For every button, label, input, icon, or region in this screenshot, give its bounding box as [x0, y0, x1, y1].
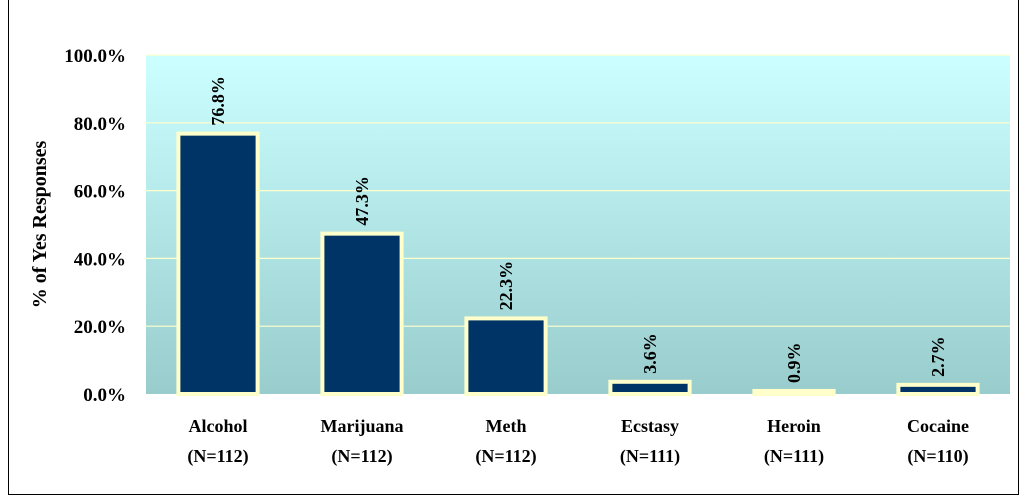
x-category-n: (N=112)	[331, 446, 392, 467]
y-axis-ticks: 0.0% 20.0% 40.0% 60.0% 80.0% 100.0%	[64, 46, 126, 406]
x-category-n: (N=112)	[475, 446, 536, 467]
x-axis-labels: Alcohol (N=112) Marijuana (N=112) Meth (N=112…	[187, 416, 969, 467]
x-category-label: Alcohol	[188, 416, 247, 436]
bars	[176, 131, 980, 397]
bar-meth	[464, 316, 548, 397]
x-category-n: (N=110)	[907, 446, 968, 467]
data-label: 3.6%	[640, 333, 660, 374]
x-category-label: Cocaine	[907, 416, 969, 436]
data-label: 0.9%	[784, 342, 804, 383]
y-tick-label: 80.0%	[74, 114, 126, 135]
y-tick-label: 40.0%	[74, 249, 126, 270]
x-category-label: Marijuana	[321, 416, 404, 436]
x-category-label: Ecstasy	[621, 416, 679, 436]
chart-frame	[8, 0, 1019, 495]
y-axis-label: % of Yes Responses	[29, 140, 51, 308]
data-label: 76.8%	[208, 76, 228, 126]
y-tick-label: 0.0%	[83, 385, 126, 406]
plot-area	[146, 55, 1010, 394]
x-category-label: Meth	[486, 416, 527, 436]
x-category-label: Heroin	[767, 416, 821, 436]
data-label: 47.3%	[352, 176, 372, 226]
y-tick-label: 60.0%	[74, 182, 126, 203]
bar-alcohol	[176, 131, 260, 396]
data-labels: 76.8% 47.3% 22.3% 3.6% 0.9% 2.7%	[208, 76, 948, 383]
data-label: 22.3%	[496, 261, 516, 311]
x-category-n: (N=112)	[187, 446, 248, 467]
gridlines	[146, 54, 1010, 327]
y-tick-label: 20.0%	[74, 317, 126, 338]
x-category-n: (N=111)	[620, 446, 680, 467]
bar-marijuana	[320, 231, 404, 396]
bar-cocaine	[896, 382, 980, 396]
bar-heroin	[752, 388, 836, 397]
y-tick-label: 100.0%	[64, 46, 126, 67]
data-label: 2.7%	[928, 336, 948, 377]
x-category-n: (N=111)	[764, 446, 824, 467]
bar-ecstasy	[608, 379, 692, 396]
